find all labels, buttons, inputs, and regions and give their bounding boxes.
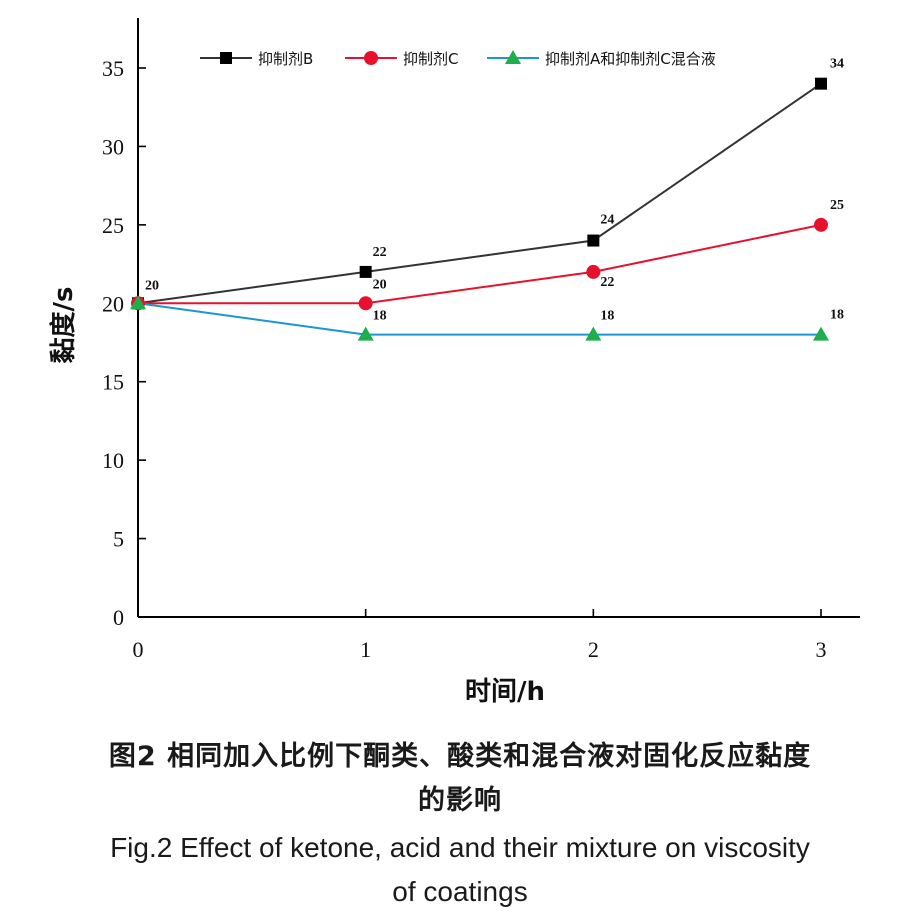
series-line-0: [137, 82, 822, 305]
data-label: 18: [830, 308, 844, 323]
x-tick-label: 2: [588, 637, 599, 662]
legend-marker-2: [505, 50, 521, 64]
series-0-point: [359, 265, 372, 278]
data-label: 18: [373, 309, 387, 324]
x-tick-label: 1: [360, 637, 371, 662]
y-tick-label: 35: [102, 56, 124, 81]
legend-marker-1: [364, 51, 378, 65]
series-1-point: [358, 296, 373, 311]
data-labels: 20 22 24 34 20 22 25 18 18 18: [145, 57, 844, 324]
caption-en-line-1: Fig.2 Effect of ketone, acid and their m…: [110, 832, 810, 863]
caption-en-line-2: of coatings: [392, 876, 528, 907]
y-axis-title: 黏度/s: [48, 287, 79, 364]
legend-label-2: 抑制剂A和抑制剂C混合液: [545, 50, 716, 68]
y-ticks: 0 5 10 15 20 25 30 35: [102, 56, 146, 630]
caption-cn-line-2: 的影响: [418, 785, 502, 816]
series-1-point: [814, 217, 828, 232]
data-label: 22: [373, 245, 387, 260]
series-2-point: [130, 295, 146, 310]
series-line-2: [137, 302, 821, 336]
series-0-point: [815, 77, 827, 90]
legend-label-0: 抑制剂B: [258, 50, 313, 68]
series-2-point: [357, 326, 374, 341]
data-label: 24: [600, 213, 614, 228]
x-ticks: 0 1 2 3: [133, 609, 827, 662]
series-2-point: [813, 326, 829, 341]
x-tick-label: 3: [816, 637, 827, 662]
figure-caption-chinese: 图2 相同加入比例下酮类、酸类和混合液对固化反应黏度 的影响: [0, 735, 920, 823]
legend-marker-0: [220, 52, 232, 64]
y-tick-label: 15: [102, 370, 124, 395]
series-lines: [137, 82, 822, 336]
figure-caption-english: Fig.2 Effect of ketone, acid and their m…: [0, 826, 920, 914]
series-2-point: [585, 326, 602, 341]
x-tick-label: 0: [133, 637, 144, 662]
data-label: 20: [145, 278, 159, 293]
legend: 抑制剂B 抑制剂C 抑制剂A和抑制剂C混合液: [200, 50, 716, 68]
x-axis-title: 时间/h: [465, 677, 545, 707]
y-tick-label: 5: [113, 527, 124, 552]
data-label: 22: [600, 275, 614, 290]
legend-label-1: 抑制剂C: [403, 50, 458, 68]
y-tick-label: 0: [113, 605, 124, 630]
data-label: 34: [830, 57, 844, 72]
series-markers: [130, 77, 829, 341]
data-label: 25: [830, 198, 844, 213]
chart-axes: [137, 18, 860, 618]
y-tick-label: 30: [102, 134, 124, 159]
y-tick-label: 10: [102, 448, 124, 473]
series-0-point: [587, 234, 600, 247]
y-tick-label: 25: [102, 213, 124, 238]
series-1-point: [586, 264, 601, 279]
data-label: 20: [373, 277, 387, 292]
series-line-1: [138, 223, 822, 305]
y-tick-label: 20: [102, 291, 124, 316]
viscosity-chart: 0 5 10 15 20 25 30 35 0 1 2 3 20 22 24 34 20 22 25 18 18 18…: [48, 18, 860, 707]
caption-cn-line-1: 图2 相同加入比例下酮类、酸类和混合液对固化反应黏度: [108, 741, 812, 772]
data-label: 18: [600, 309, 614, 324]
